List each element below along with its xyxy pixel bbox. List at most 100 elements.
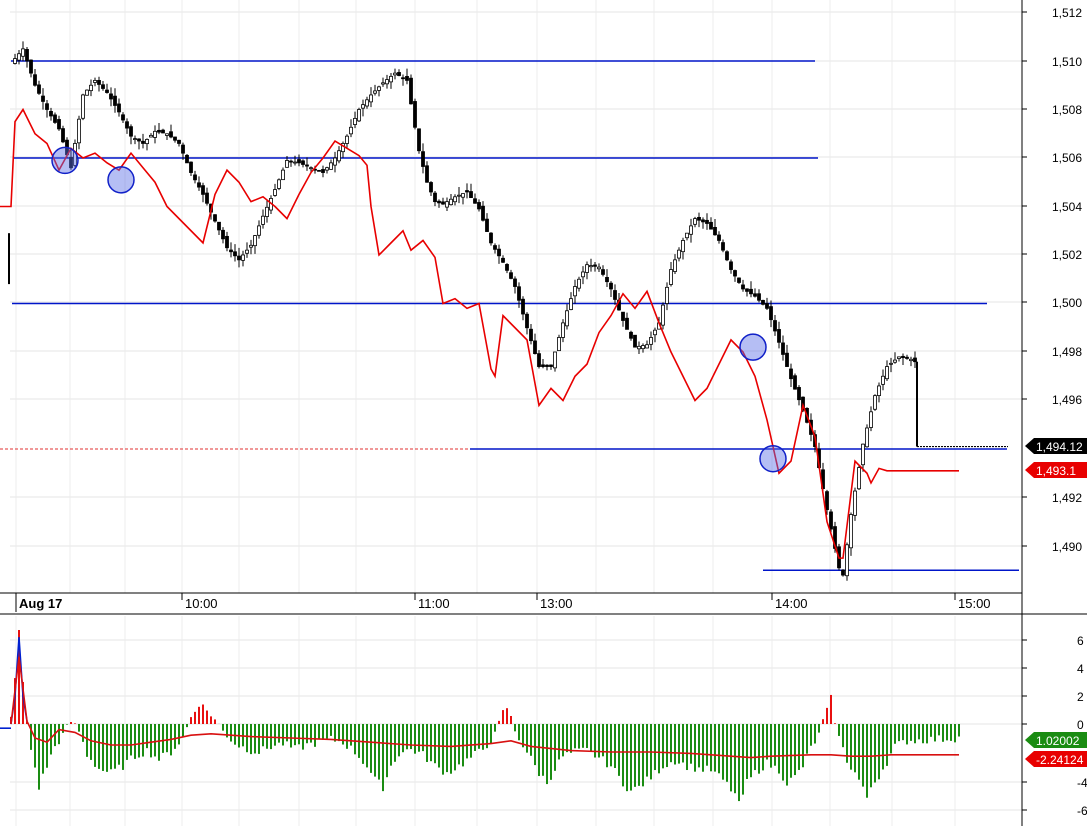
candle-body [261,215,265,225]
candle-body [285,160,289,168]
candle-body [257,225,261,236]
candle-body [573,286,577,297]
candle-body [421,151,425,167]
candle-body [609,282,613,290]
candle-body [233,251,237,257]
candle-body [13,58,17,64]
candle-body [733,270,737,277]
signal-line [10,656,959,759]
candle-body [77,118,81,144]
candle-body [125,121,129,129]
candle-body [501,257,505,263]
series-lines [0,107,959,559]
candle-body [873,395,877,410]
candle-body [53,114,57,123]
candle-body [849,514,853,549]
circle-marker [107,166,135,194]
candle-body [745,288,749,292]
x-tick-label: 13:00 [540,596,573,611]
candle-body [273,189,277,196]
x-tick-label: 14:00 [775,596,808,611]
candle-body [441,201,445,205]
candle-body [121,114,125,121]
candle-body [109,93,113,100]
candle-body [61,128,65,143]
red-series-value-label-box [1025,462,1087,478]
candle-body [521,298,525,315]
candle-body [853,490,857,516]
candle-body [665,286,669,304]
candle-body [757,293,761,301]
candle-body [377,86,381,91]
candle-body [281,169,285,181]
candle-body [321,169,325,173]
candle-body [145,139,149,145]
candle-body [57,119,61,130]
grid-layer [10,0,1022,826]
candle-body [305,164,309,167]
candle-body [85,89,89,96]
candle-body [637,345,641,350]
candle-body [81,94,85,119]
signal-value-label-text: -2.24124 [1036,753,1084,767]
candle-body [565,310,569,327]
y-tick-label: 1,512 [1052,6,1082,20]
candle-body [533,340,537,355]
candle-body [777,329,781,343]
candle-body [577,278,581,289]
candle-body [713,226,717,236]
y-tick-label: 1,500 [1052,296,1082,310]
candle-body [769,306,773,321]
candle-body [333,157,337,166]
candle-body [425,165,429,183]
candle-body [29,59,33,74]
y-tick-label: 1,502 [1052,248,1082,262]
candle-body [349,126,353,135]
candle-body [117,103,121,113]
histogram-value-label-text: 1.02002 [1036,734,1080,748]
candle-body [605,277,609,283]
candle-body [889,362,893,365]
candle-body [897,356,901,359]
y-tick-label: 1,504 [1052,200,1082,214]
osc-y-tick-label: 4 [1077,662,1084,676]
candle-body [701,219,705,223]
osc-y-tick-label: 2 [1077,690,1084,704]
candle-body [829,511,833,530]
candle-body [137,138,141,142]
candle-body [781,342,785,355]
candle-body [345,135,349,144]
candle-body [173,136,177,141]
candle-body [505,264,509,271]
candle-body [389,75,393,83]
candle-body [793,375,797,390]
candle-body [553,351,557,369]
candle-body [653,329,657,336]
candle-body [705,219,709,224]
candle-body [289,160,293,163]
candle-body [329,162,333,170]
candle-body [33,74,37,86]
candle-body [201,185,205,195]
osc-y-tick-label: 0 [1077,718,1084,732]
candle-body [373,90,377,94]
candle-body [149,134,153,138]
candle-body [397,72,401,76]
candle-body [133,138,137,141]
candle-body [737,277,741,283]
candle-body [825,491,829,511]
x-tick-label: 15:00 [958,596,991,611]
candle-body [697,216,701,221]
candle-body [357,109,361,122]
candle-body [385,79,389,85]
candle-body [709,221,713,230]
candle-body [525,313,529,329]
candle-body [249,244,253,248]
candle-body [469,191,473,199]
candle-body [905,356,909,359]
labels: 1,494.12 1,493.1 1.02002 -2.24124 [1025,438,1087,767]
candle-body [353,117,357,125]
histogram-value-label-box [1025,732,1087,748]
